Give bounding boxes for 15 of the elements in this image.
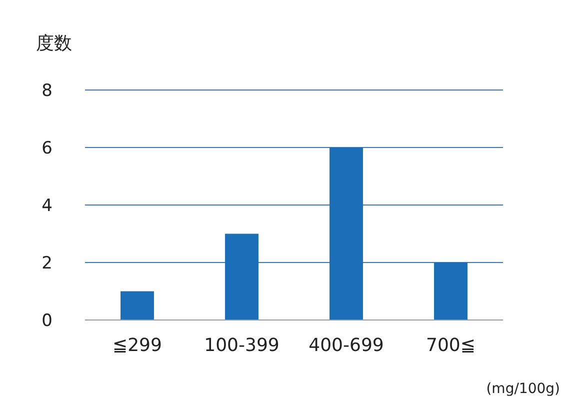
bar: [434, 262, 468, 320]
x-tick-label: 700≦: [426, 335, 476, 356]
x-tick-label: 400-699: [308, 335, 384, 356]
y-tick-label: 6: [42, 138, 52, 158]
x-tick-label: ≦299: [112, 335, 162, 356]
x-tick-label: 100-399: [204, 335, 280, 356]
y-tick-label: 2: [42, 254, 52, 274]
y-tick-label: 0: [42, 311, 52, 331]
x-axis-title: (mg/100g): [486, 381, 560, 397]
y-tick-label: 8: [42, 81, 52, 101]
bar: [225, 234, 258, 320]
y-axis-title: 度数: [36, 33, 72, 54]
bar: [330, 148, 363, 320]
bar: [120, 291, 154, 320]
y-tick-label: 4: [42, 196, 52, 216]
